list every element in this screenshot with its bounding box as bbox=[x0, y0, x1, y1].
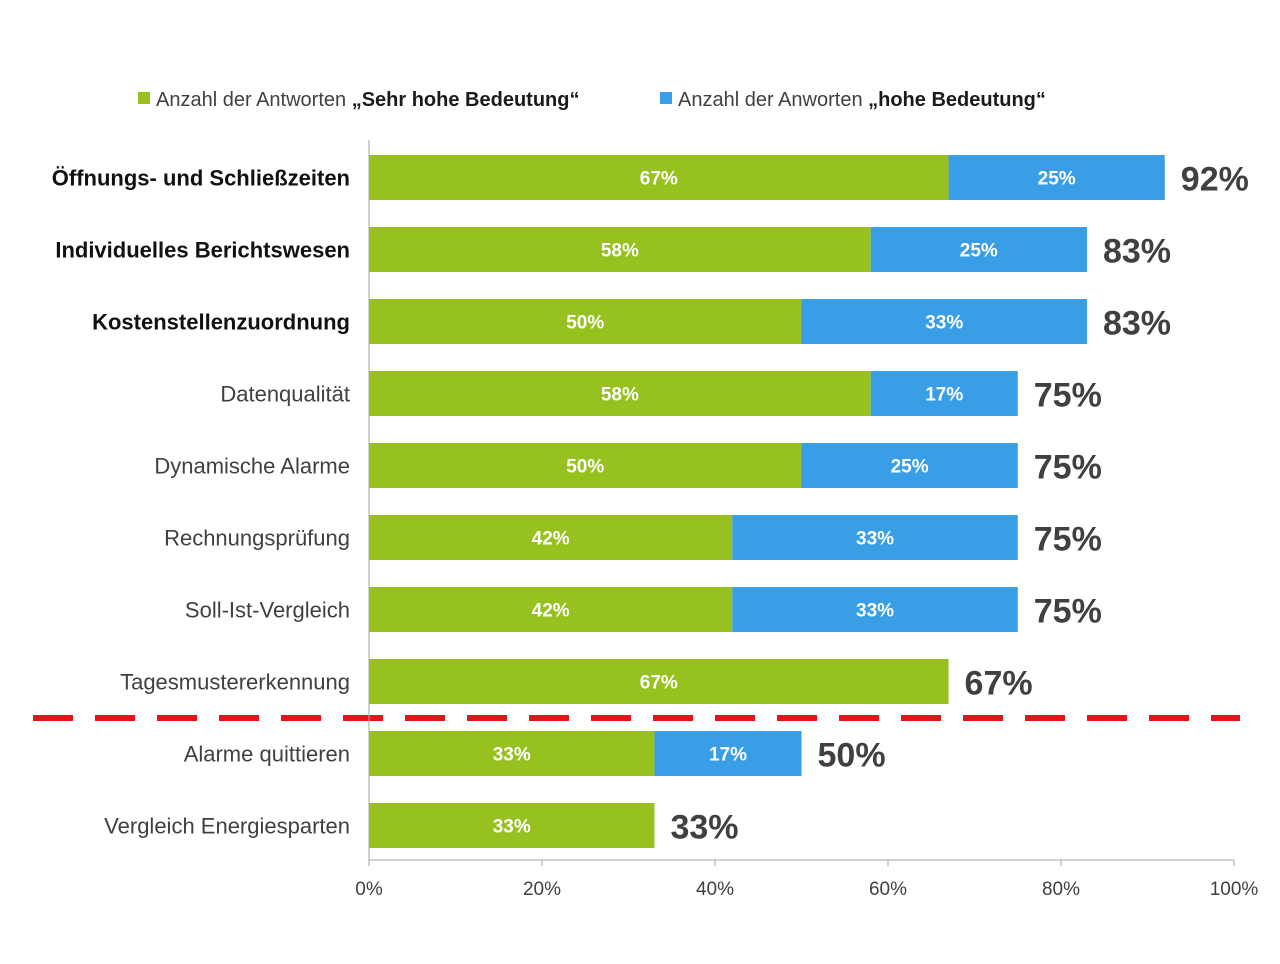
bar-segment bbox=[948, 155, 1165, 200]
data-label: 33% bbox=[856, 601, 894, 622]
total-label: 83% bbox=[1103, 305, 1171, 343]
bar-segment bbox=[369, 515, 733, 560]
legend-swatch bbox=[138, 92, 150, 104]
data-label: 42% bbox=[532, 529, 570, 550]
x-tick-label: 0% bbox=[355, 879, 383, 900]
x-tick-label: 20% bbox=[523, 879, 561, 900]
bar-segment bbox=[801, 299, 1087, 344]
total-label: 50% bbox=[818, 737, 886, 775]
bar-segment bbox=[870, 371, 1018, 416]
bar-segment bbox=[369, 731, 655, 776]
bar-segment bbox=[732, 587, 1018, 632]
data-label: 33% bbox=[493, 817, 531, 838]
bar-segment bbox=[369, 443, 802, 488]
data-label: 67% bbox=[640, 169, 678, 190]
data-label: 50% bbox=[566, 457, 604, 478]
total-label: 75% bbox=[1034, 593, 1102, 631]
category-label: Tagesmustererkennung bbox=[120, 670, 350, 695]
data-label: 33% bbox=[856, 529, 894, 550]
bar-segment bbox=[369, 371, 871, 416]
axes-group: 0% 20% 40% 60% 80% 100% bbox=[355, 140, 1258, 900]
bar-segment bbox=[654, 731, 802, 776]
bar-segment bbox=[369, 155, 949, 200]
bars-group: Öffnungs- und Schließzeiten 67% 25% 92% Indi… bbox=[33, 155, 1249, 848]
category-label: Vergleich Energiesparten bbox=[104, 814, 350, 839]
data-label: 58% bbox=[601, 241, 639, 262]
bar-segment bbox=[801, 443, 1018, 488]
bar-segment bbox=[732, 515, 1018, 560]
bar-segment bbox=[369, 659, 949, 704]
legend-entry: Anzahl der Anworten „hohe Bedeutung“ bbox=[678, 89, 1046, 111]
category-label: Datenqualität bbox=[220, 382, 350, 407]
total-label: 92% bbox=[1181, 161, 1249, 199]
category-label: Soll-Ist-Vergleich bbox=[185, 598, 350, 623]
bar-segment bbox=[870, 227, 1087, 272]
data-label: 42% bbox=[532, 601, 570, 622]
legend: Anzahl der Antworten „Sehr hohe Bedeutun… bbox=[138, 89, 1046, 111]
total-label: 33% bbox=[670, 809, 738, 847]
x-tick-label: 100% bbox=[1210, 879, 1259, 900]
category-label: Dynamische Alarme bbox=[154, 454, 350, 479]
data-label: 33% bbox=[493, 745, 531, 766]
x-tick-label: 80% bbox=[1042, 879, 1080, 900]
data-label: 17% bbox=[925, 385, 963, 406]
x-tick-label: 40% bbox=[696, 879, 734, 900]
data-label: 50% bbox=[566, 313, 604, 334]
data-label: 67% bbox=[640, 673, 678, 694]
bar-segment bbox=[369, 803, 655, 848]
total-label: 75% bbox=[1034, 377, 1102, 415]
legend-swatch bbox=[660, 92, 672, 104]
category-label: Alarme quittieren bbox=[184, 742, 350, 767]
category-label: Öffnungs- und Schließzeiten bbox=[52, 166, 350, 191]
data-label: 25% bbox=[891, 457, 929, 478]
data-label: 58% bbox=[601, 385, 639, 406]
bar-segment bbox=[369, 299, 802, 344]
x-tick-label: 60% bbox=[869, 879, 907, 900]
total-label: 67% bbox=[965, 665, 1033, 703]
data-label: 25% bbox=[1038, 169, 1076, 190]
bar-segment bbox=[369, 227, 871, 272]
total-label: 75% bbox=[1034, 521, 1102, 559]
total-label: 83% bbox=[1103, 233, 1171, 271]
category-label: Rechnungsprüfung bbox=[164, 526, 350, 551]
bar-segment bbox=[369, 587, 733, 632]
data-label: 33% bbox=[925, 313, 963, 334]
data-label: 25% bbox=[960, 241, 998, 262]
legend-entry: Anzahl der Antworten „Sehr hohe Bedeutun… bbox=[156, 89, 579, 111]
category-label: Individuelles Berichtswesen bbox=[55, 238, 350, 263]
data-label: 17% bbox=[709, 745, 747, 766]
total-label: 75% bbox=[1034, 449, 1102, 487]
category-label: Kostenstellenzuordnung bbox=[92, 310, 350, 335]
